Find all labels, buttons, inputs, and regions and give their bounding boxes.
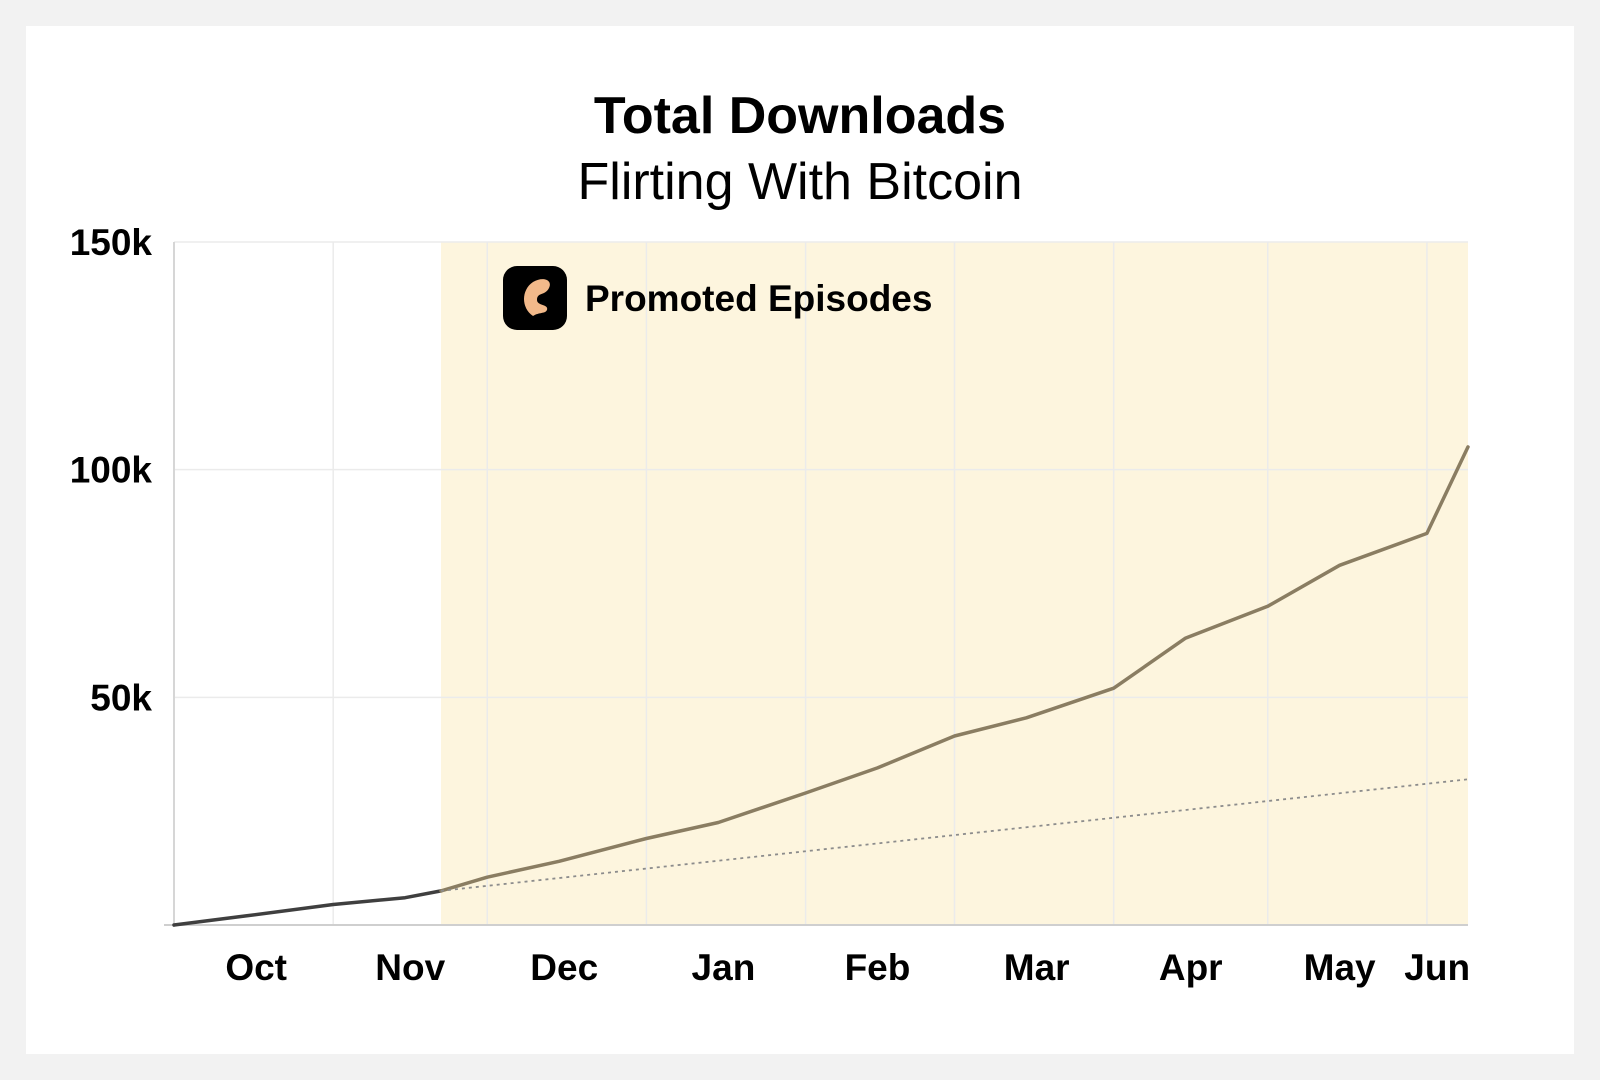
x-tick-label: Apr: [1159, 947, 1223, 988]
x-tick-label: Jan: [692, 947, 756, 988]
x-tick-label: Jun: [1404, 947, 1470, 988]
y-tick-label: 50k: [90, 677, 152, 718]
x-tick-label: May: [1304, 947, 1376, 988]
series-line-pre-promotion: [172, 889, 443, 927]
x-tick-label: Feb: [845, 947, 911, 988]
series-line-promoted: [439, 445, 1470, 893]
legend-label-promoted-episodes: Promoted Episodes: [585, 278, 932, 319]
app-logo-mark: [524, 279, 550, 316]
y-tick-label: 100k: [70, 450, 153, 491]
x-tick-label: Oct: [225, 947, 287, 988]
y-tick-label: 150k: [70, 222, 153, 263]
x-tick-label: Nov: [375, 947, 445, 988]
x-tick-label: Mar: [1004, 947, 1070, 988]
chart-subtitle: Flirting With Bitcoin: [577, 153, 1023, 211]
chart-title: Total Downloads: [593, 87, 1007, 145]
x-tick-label: Dec: [530, 947, 598, 988]
